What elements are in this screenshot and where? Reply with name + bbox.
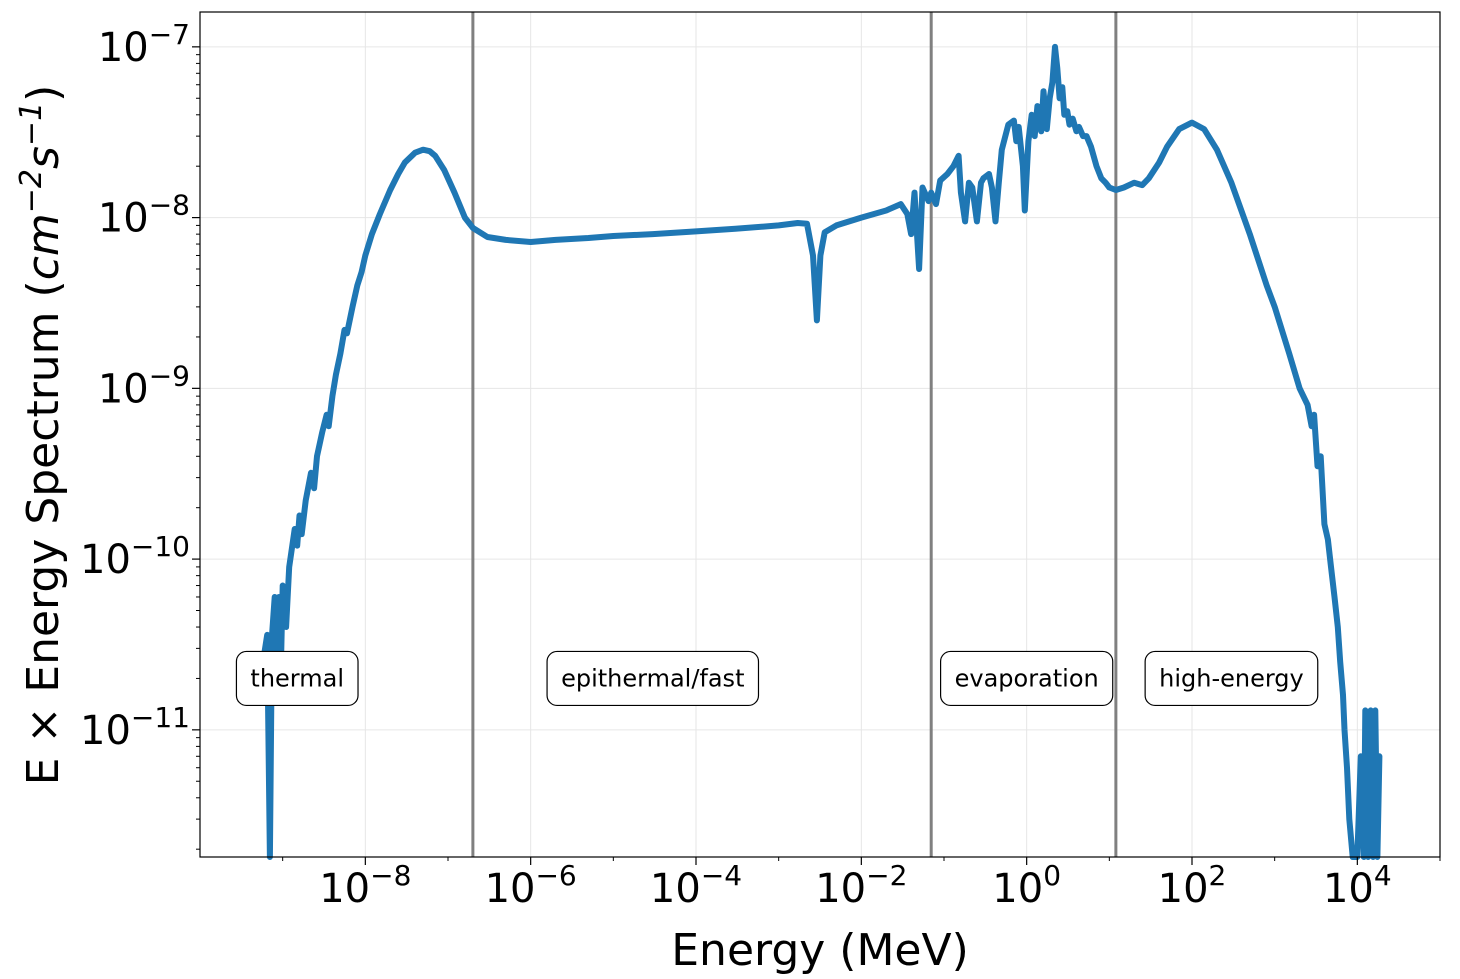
- x-tick-label: 10−2: [815, 859, 907, 912]
- x-axis-ticks: 10−8 10−6 10−4 10−2 100 102 104: [282, 857, 1441, 912]
- region-boundaries: [471, 12, 1118, 857]
- series-layer: [261, 43, 1383, 860]
- y-axis-title: E × Energy Spectrum (cm−2s−1): [14, 85, 69, 786]
- y-tick-label: 10−8: [98, 189, 190, 242]
- x-tick-label: 10−8: [319, 859, 411, 912]
- y-tick-label: 10−10: [80, 530, 190, 583]
- region-label-box: thermal: [235, 650, 359, 707]
- spectrum-line: [261, 43, 1383, 860]
- x-tick-label: 10−6: [485, 859, 577, 912]
- region-labels: thermal epithermal/fast evaporation high-en…: [235, 650, 1319, 707]
- region-label-box: evaporation: [939, 650, 1114, 707]
- region-label-box: epithermal/fast: [546, 650, 760, 707]
- y-axis-title-cm: cm: [18, 213, 69, 280]
- x-axis-title: Energy (MeV): [671, 925, 969, 976]
- region-label-frame: [939, 650, 1114, 707]
- region-label: epithermal/fast: [561, 664, 744, 692]
- y-axis-title-close: ): [18, 85, 69, 102]
- x-tick-label: 102: [1158, 859, 1227, 912]
- x-tick-label: 104: [1323, 859, 1392, 912]
- y-tick-label: 10−11: [80, 701, 190, 754]
- y-tick-label: 10−7: [98, 18, 190, 71]
- region-label-frame: [1144, 650, 1319, 707]
- y-axis-title-main: E × Energy Spectrum (: [18, 280, 69, 785]
- y-tick-label: 10−9: [98, 359, 190, 412]
- y-axis-title-s: s: [18, 146, 69, 169]
- y-axis-title-exp1: −2: [14, 169, 49, 213]
- grid: [200, 12, 1440, 857]
- x-tick-label: 10−4: [650, 859, 742, 912]
- region-label-box: high-energy: [1144, 650, 1319, 707]
- region-label-frame: [546, 650, 760, 707]
- y-axis-ticks: 10−7 10−8 10−9 10−10 10−11: [80, 18, 200, 850]
- y-axis-title-exp2: −1: [14, 102, 49, 146]
- x-tick-label: 100: [992, 859, 1061, 912]
- region-label: high-energy: [1159, 664, 1304, 692]
- plot-frame: [199, 11, 1441, 858]
- region-label-frame: [235, 650, 359, 707]
- region-label: thermal: [250, 664, 344, 692]
- region-label: evaporation: [955, 664, 1099, 692]
